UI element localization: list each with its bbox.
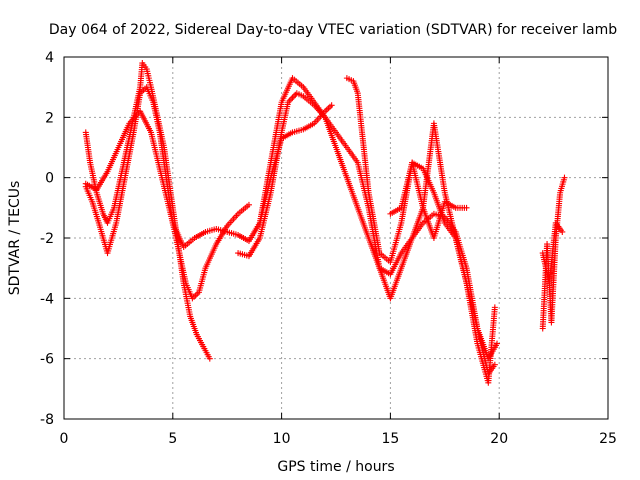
- axis-ticks: [63, 56, 609, 420]
- y-tick-label: -8: [40, 412, 54, 428]
- series-track-7: [387, 159, 470, 241]
- data-point-marker: [288, 96, 295, 103]
- chart-title: Day 064 of 2022, Sidereal Day-to-day VTE…: [49, 22, 617, 38]
- y-tick-label: -2: [40, 231, 54, 247]
- data-point-marker: [561, 174, 568, 181]
- x-tick-label: 20: [490, 431, 508, 447]
- data-point-marker: [491, 304, 498, 311]
- y-tick-label: 2: [45, 110, 54, 126]
- series-track-1: [82, 60, 213, 362]
- series-track-9: [539, 219, 566, 287]
- data-points: [82, 60, 568, 386]
- grid-lines: [64, 57, 608, 419]
- series-track-5: [256, 75, 501, 362]
- y-tick-label: 4: [45, 50, 54, 66]
- x-tick-label: 10: [273, 431, 291, 447]
- x-tick-labels: 0 5 10 15 20 25: [60, 431, 617, 447]
- data-point-marker: [206, 355, 213, 362]
- data-point-marker: [494, 340, 501, 347]
- y-axis-label: SDTVAR / TECUs: [7, 181, 23, 296]
- x-tick-label: 0: [60, 431, 69, 447]
- series-track-2: [82, 84, 252, 302]
- y-tick-label: -6: [40, 352, 54, 368]
- x-tick-label: 15: [381, 431, 399, 447]
- data-point-marker: [289, 94, 296, 101]
- x-axis-label: GPS time / hours: [277, 459, 394, 475]
- data-point-marker: [328, 102, 335, 109]
- data-point-marker: [463, 204, 470, 211]
- y-tick-label: 0: [45, 171, 54, 187]
- y-tick-label: -4: [40, 291, 54, 307]
- y-tick-labels: -8 -6 -4 -2 0 2 4: [40, 50, 54, 428]
- x-tick-label: 25: [599, 431, 617, 447]
- x-tick-label: 5: [168, 431, 177, 447]
- data-point-marker: [245, 201, 252, 208]
- data-point-marker: [559, 228, 566, 235]
